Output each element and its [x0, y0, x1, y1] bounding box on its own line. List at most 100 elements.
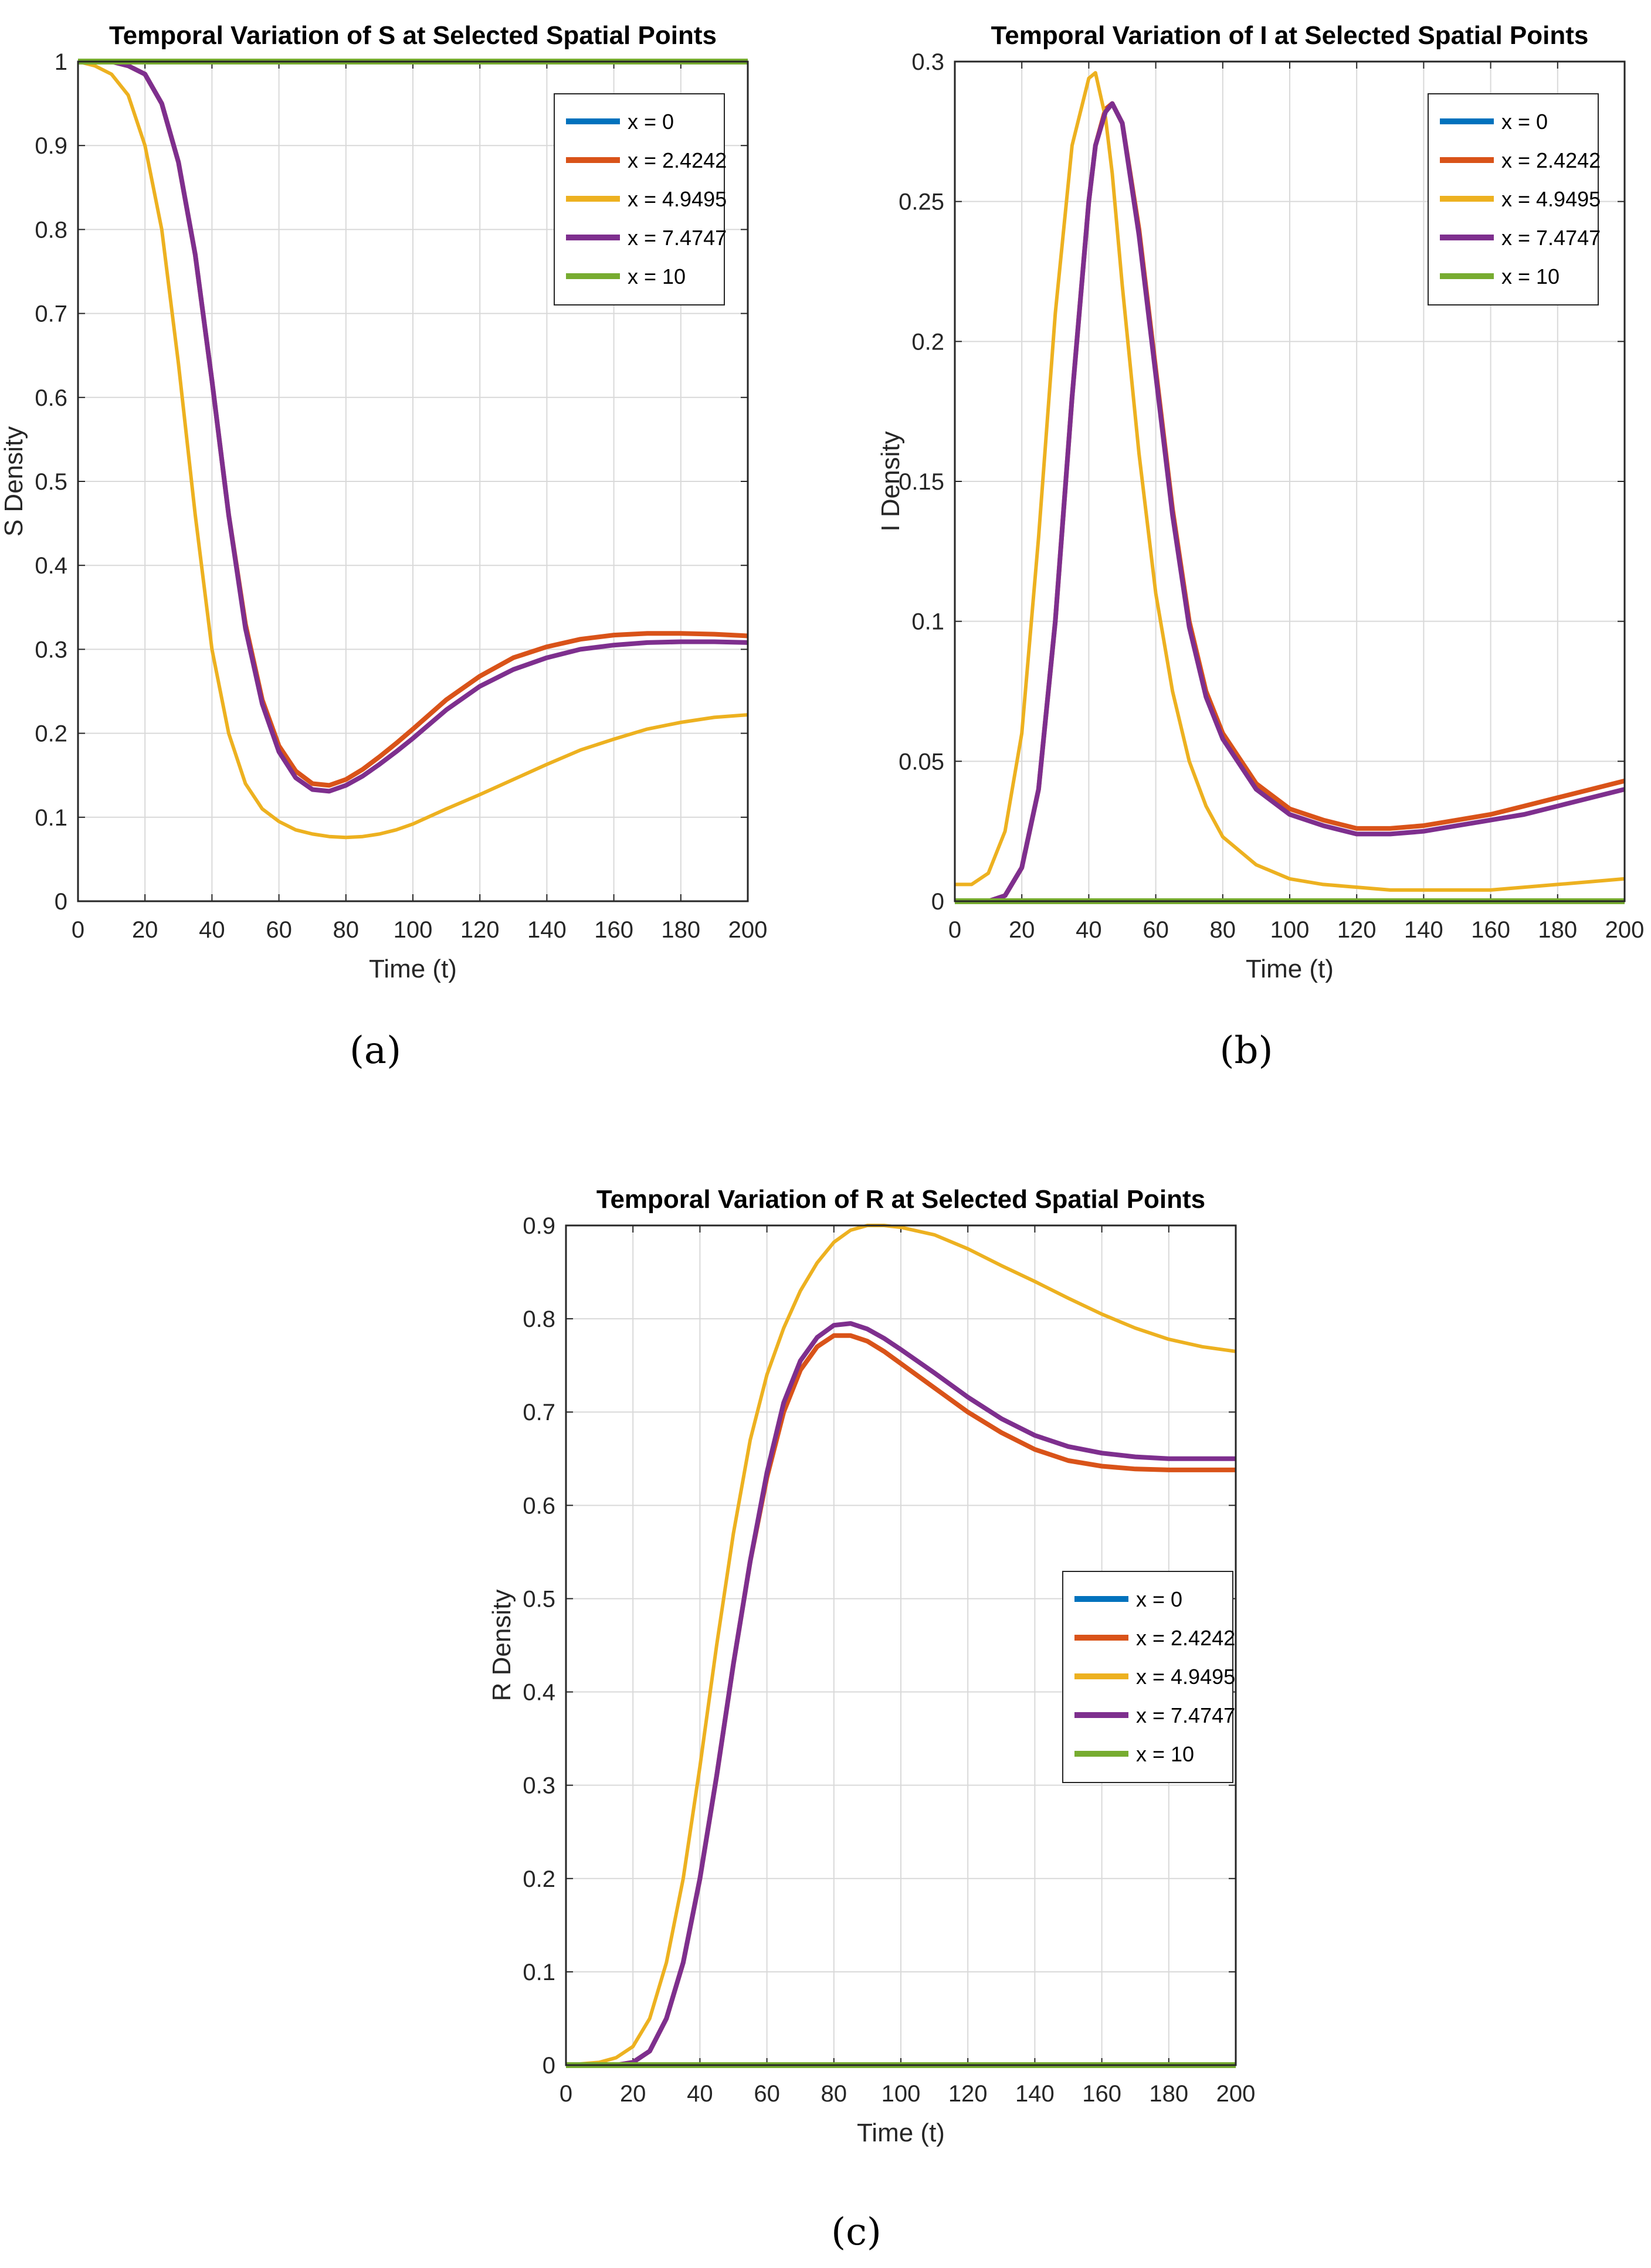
chart-title: Temporal Variation of S at Selected Spat…: [109, 21, 717, 50]
x-tick-label: 120: [460, 917, 500, 943]
caption-a: (a): [349, 1029, 402, 1072]
legend: x = 0 x = 2.4242 x = 4.9495 x = 7.4747 x = 1…: [554, 93, 727, 305]
x-tick-label: 100: [1270, 917, 1310, 943]
y-tick-label: 0.3: [911, 49, 944, 75]
x-tick-label: 180: [661, 917, 700, 943]
chart-i-density: 0 20 40 60 80 100 120 140 160 180 200 0 0.05 0.1 0.15 0…: [876, 21, 1645, 983]
x-tick-label: 40: [687, 2081, 713, 2107]
x-tick-label: 40: [199, 917, 225, 943]
series-line-x-7-4747: [566, 1321, 1236, 2067]
x-tick-label: 200: [1216, 2081, 1256, 2107]
x-axis-label: Time (t): [857, 2118, 945, 2147]
chart-title: Temporal Variation of R at Selected Spat…: [596, 1185, 1205, 1214]
axes-box: [954, 60, 1626, 902]
x-tick-label: 100: [882, 2081, 921, 2107]
legend-label: x = 2.4242: [1501, 148, 1601, 172]
legend-label: x = 7.4747: [1501, 226, 1601, 250]
x-tick-label: 160: [1471, 917, 1510, 943]
x-tick-label: 200: [728, 917, 768, 943]
y-tick-label: 0.6: [35, 385, 67, 411]
y-tick-label: 0.9: [35, 133, 67, 159]
legend-label: x = 2.4242: [628, 148, 727, 172]
y-tick-label: 0.4: [523, 1680, 555, 1706]
y-tick-label: 0: [931, 889, 944, 915]
x-tick-label: 140: [1015, 2081, 1055, 2107]
x-axis-label: Time (t): [369, 955, 457, 983]
axes-box: [565, 1224, 1237, 2066]
x-tick-label: 40: [1076, 917, 1102, 943]
axes-box: [77, 60, 749, 902]
x-tick-label: 80: [333, 917, 360, 943]
x-tick-label: 60: [754, 2081, 780, 2107]
x-tick-label: 0: [948, 917, 961, 943]
legend-label: x = 10: [1501, 264, 1560, 288]
x-tick-label: 180: [1149, 2081, 1188, 2107]
x-tick-label: 20: [132, 917, 158, 943]
y-tick-label: 0.2: [523, 1866, 555, 1892]
chart-r-density: 0 20 40 60 80 100 120 140 160 180 200 0 0.1 0.2 0.3 0.4…: [487, 1185, 1256, 2147]
legend-label: x = 4.9495: [1136, 1665, 1235, 1689]
chart-s-density: 0 20 40 60 80 100 120 140 160 180 200 0 0.1 0.2 0.3 0.4…: [0, 21, 768, 983]
caption-c: (c): [831, 2211, 882, 2254]
x-tick-label: 160: [1082, 2081, 1121, 2107]
legend-label: x = 7.4747: [628, 226, 727, 250]
y-tick-label: 0.8: [523, 1306, 555, 1332]
x-tick-label: 120: [1337, 917, 1377, 943]
y-tick-label: 0.5: [523, 1586, 555, 1612]
y-tick-label: 0.2: [911, 329, 944, 355]
x-tick-label: 140: [1404, 917, 1443, 943]
y-tick-label: 0.2: [35, 721, 67, 747]
series-line-x-4-9495: [565, 1224, 1236, 2067]
x-tick-label: 20: [620, 2081, 646, 2107]
y-tick-label: 0.4: [35, 553, 67, 579]
x-tick-label: 200: [1605, 917, 1645, 943]
series-line-x-4-9495: [955, 71, 1625, 892]
y-tick-label: 0.3: [523, 1773, 555, 1799]
y-tick-label: 0.9: [523, 1213, 555, 1239]
series-line-x-7-4747: [955, 101, 1625, 904]
legend-label: x = 7.4747: [1136, 1703, 1235, 1727]
y-axis-label: S Density: [0, 426, 28, 537]
legend-label: x = 0: [628, 110, 674, 134]
legend-label: x = 2.4242: [1136, 1626, 1235, 1650]
legend: x = 0 x = 2.4242 x = 4.9495 x = 7.4747 x = 1…: [1428, 93, 1601, 305]
y-tick-label: 0.1: [523, 1960, 555, 1985]
y-tick-label: 1: [55, 49, 67, 75]
y-tick-label: 0.8: [35, 217, 67, 243]
chart-title: Temporal Variation of I at Selected Spat…: [991, 21, 1589, 50]
x-tick-label: 160: [594, 917, 633, 943]
y-tick-label: 0.05: [899, 749, 944, 775]
y-tick-label: 0.5: [35, 469, 67, 495]
legend-label: x = 4.9495: [1501, 187, 1601, 211]
caption-b: (b): [1219, 1029, 1273, 1072]
x-tick-label: 80: [1210, 917, 1236, 943]
x-tick-label: 60: [266, 917, 292, 943]
x-tick-label: 20: [1009, 917, 1035, 943]
legend-label: x = 0: [1136, 1587, 1182, 1611]
y-tick-label: 0.1: [911, 609, 944, 635]
series-line-x-4-9495: [77, 60, 748, 840]
y-tick-label: 0.3: [35, 637, 67, 663]
y-tick-label: 0.6: [523, 1493, 555, 1519]
series-line-x-7-4747: [78, 59, 748, 794]
y-tick-label: 0.7: [523, 1400, 555, 1425]
legend-label: x = 10: [1136, 1742, 1194, 1766]
y-tick-label: 0.7: [35, 301, 67, 327]
y-tick-label: 0: [55, 889, 67, 915]
x-tick-label: 120: [948, 2081, 988, 2107]
y-axis-label: I Density: [876, 431, 905, 531]
legend-label: x = 0: [1501, 110, 1548, 134]
y-tick-label: 0.15: [899, 469, 944, 495]
x-tick-label: 140: [527, 917, 567, 943]
y-tick-label: 0.1: [35, 805, 67, 831]
y-tick-label: 0.25: [899, 189, 944, 215]
legend-label: x = 10: [628, 264, 686, 288]
x-tick-label: 60: [1143, 917, 1169, 943]
legend: x = 0 x = 2.4242 x = 4.9495 x = 7.4747 x = 1…: [1062, 1571, 1235, 1783]
x-tick-label: 100: [394, 917, 433, 943]
x-tick-label: 0: [72, 917, 84, 943]
y-axis-label: R Density: [487, 1590, 516, 1702]
legend-label: x = 4.9495: [628, 187, 727, 211]
x-tick-label: 180: [1538, 917, 1577, 943]
